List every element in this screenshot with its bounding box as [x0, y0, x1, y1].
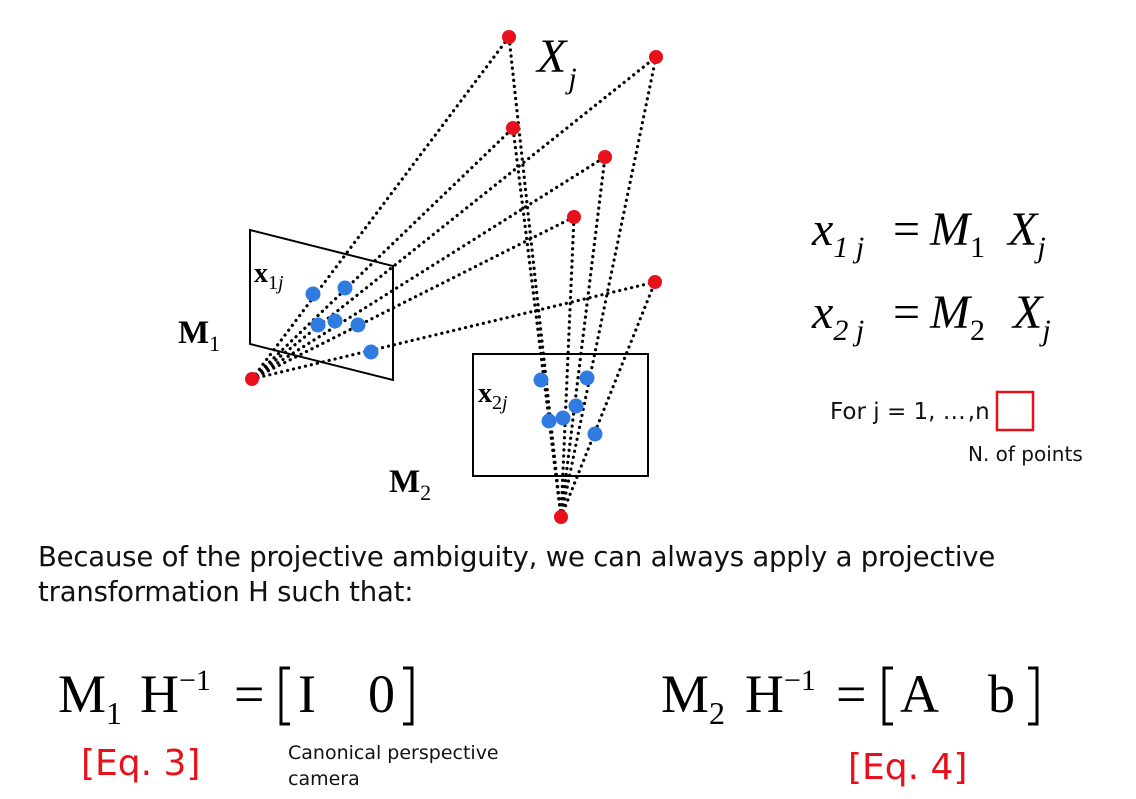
- svg-text:A: A: [900, 664, 939, 724]
- equation-3: M1 H−1 = I 0: [58, 664, 414, 731]
- image2-point-6: [587, 426, 603, 442]
- image1-point-6: [363, 344, 379, 360]
- canonical-label-line-1: Canonical perspective: [288, 742, 499, 764]
- camera-center-2: [554, 510, 568, 524]
- ray-camera1-point-5: [250, 215, 576, 381]
- label-M1: M1: [178, 315, 220, 356]
- svg-text:=: =: [893, 203, 920, 256]
- image2-point-5: [568, 398, 584, 414]
- explanation-line-1: Because of the projective ambiguity, we …: [38, 541, 996, 573]
- image2-point-1: [533, 372, 549, 388]
- image-plane-1: [249, 228, 394, 382]
- bracket-left-2: [882, 666, 893, 726]
- explanation-text: Because of the projective ambiguity, we …: [38, 540, 1118, 610]
- ray-camera2-point-5: [559, 215, 576, 519]
- scene-point-1: [502, 30, 516, 44]
- image-plane-2: [472, 353, 649, 477]
- svg-text:Xj: Xj: [1006, 203, 1046, 264]
- equation-1: x1 j = M1 Xj: [811, 203, 1046, 264]
- svg-text:M2: M2: [929, 286, 985, 347]
- scene-point-6: [648, 275, 662, 289]
- ray-camera2-point-3: [511, 126, 563, 519]
- ray-camera1-point-6: [250, 280, 657, 381]
- explanation-line-2: transformation H such that:: [38, 576, 414, 608]
- epipolar-diagram: Xj M1 M2 x1j x2j x1 j = M1 Xj x2 j = M2 …: [178, 30, 1083, 524]
- image2-point-4: [555, 410, 571, 426]
- n-highlight-box: [995, 390, 1035, 432]
- scene-points: [245, 30, 663, 524]
- image-points: [305, 280, 603, 442]
- scene-point-2: [649, 50, 663, 64]
- svg-text:=: =: [893, 286, 920, 339]
- svg-text:M1: M1: [58, 664, 122, 731]
- svg-text:0: 0: [368, 664, 395, 724]
- label-x1j: x1j: [254, 258, 284, 294]
- ray-camera1-point-3: [250, 126, 515, 381]
- ray-camera2-point-2: [559, 55, 658, 519]
- n-of-points-label: N. of points: [968, 442, 1083, 466]
- bracket-right-2: [1028, 666, 1039, 726]
- svg-text:I: I: [298, 664, 316, 724]
- scene-point-5: [567, 210, 581, 224]
- svg-text:Xj: Xj: [1011, 286, 1051, 347]
- label-x2j: x2j: [478, 378, 508, 414]
- svg-text:M1: M1: [929, 203, 985, 264]
- label-M2: M2: [389, 464, 431, 505]
- bracket-right: [403, 666, 414, 726]
- image1-point-4: [327, 313, 343, 329]
- equation-4: M2 H−1 = A b: [661, 664, 1039, 731]
- svg-text:x2 j: x2 j: [811, 286, 864, 347]
- ray-camera1-point-1: [250, 35, 511, 381]
- svg-text:H−1: H−1: [745, 664, 816, 724]
- svg-text:=: =: [234, 664, 264, 724]
- svg-text:x1 j: x1 j: [811, 203, 864, 264]
- equation-2: x2 j = M2 Xj: [811, 286, 1051, 347]
- scene-point-4: [598, 150, 612, 164]
- ray-camera2-point-4: [559, 155, 607, 519]
- canonical-label-line-2: camera: [288, 768, 360, 790]
- image2-point-3: [541, 413, 557, 429]
- image1-point-5: [350, 317, 366, 333]
- scene-point-3: [506, 121, 520, 135]
- camera-center-1: [245, 372, 259, 386]
- image1-point-1: [305, 286, 321, 302]
- label-Xj: Xj: [535, 30, 577, 95]
- image2-point-2: [579, 370, 595, 386]
- svg-text:=: =: [836, 664, 866, 724]
- eq3-tag: [Eq. 3]: [81, 743, 200, 784]
- svg-text:H−1: H−1: [140, 664, 211, 724]
- bracket-left: [279, 666, 290, 726]
- image1-point-3: [310, 317, 326, 333]
- svg-text:M2: M2: [661, 664, 725, 731]
- eq4-tag: [Eq. 4]: [848, 747, 967, 788]
- for-range-text: For j = 1, …,n: [830, 399, 990, 425]
- ray-camera2-point-6: [559, 280, 657, 519]
- image1-point-2: [337, 280, 353, 296]
- ray-camera1-point-4: [250, 155, 607, 381]
- svg-text:b: b: [988, 664, 1015, 724]
- projection-rays: [250, 35, 658, 519]
